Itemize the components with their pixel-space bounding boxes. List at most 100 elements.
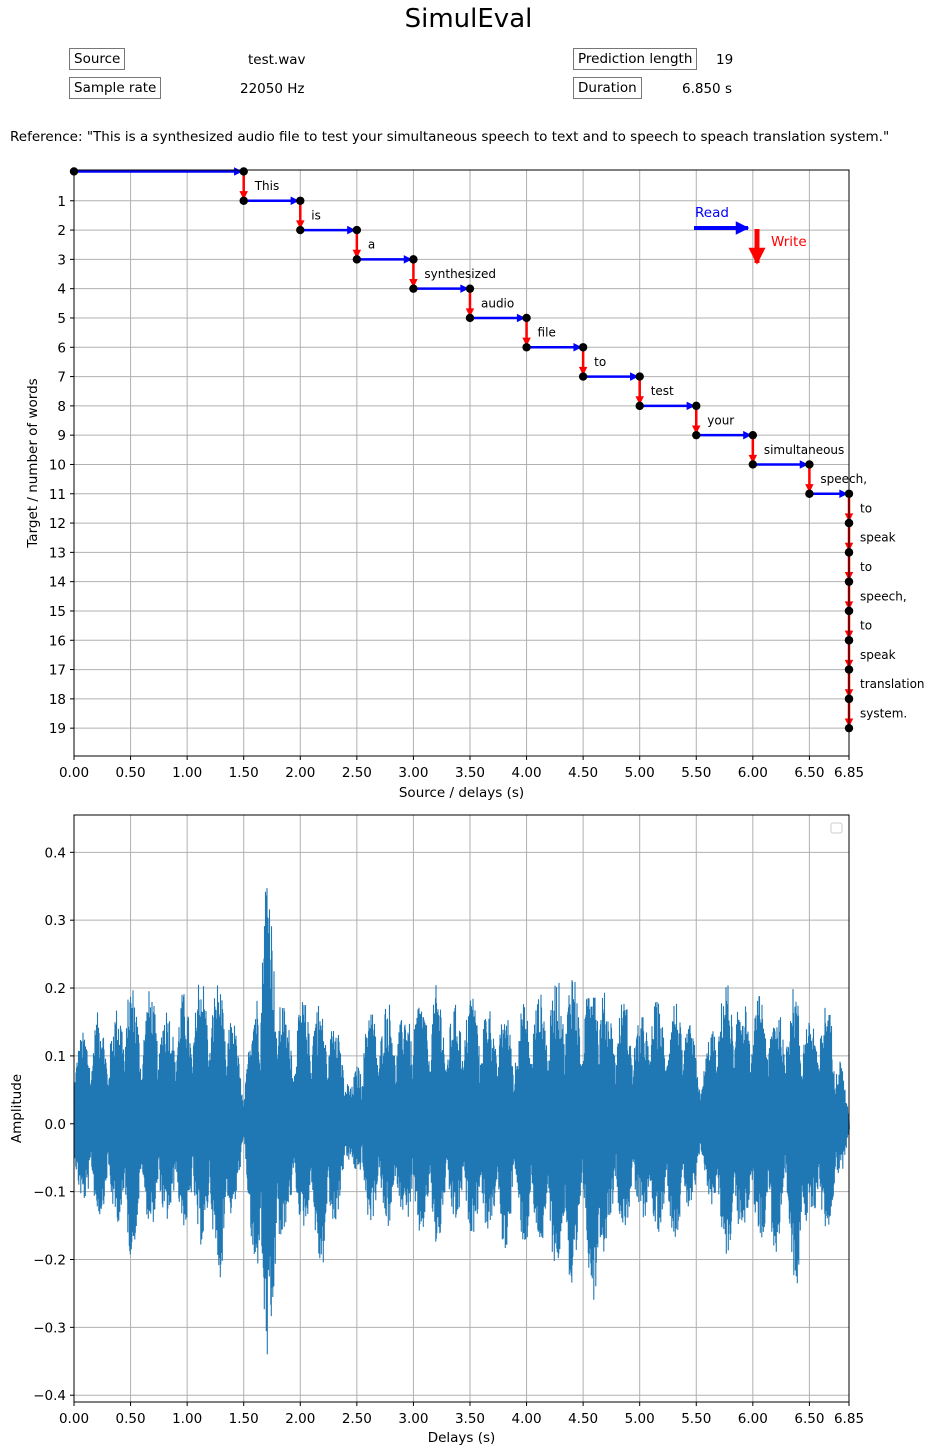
y-tick-label: 0.0 (45, 1117, 66, 1133)
word-label: This (254, 179, 280, 193)
word-label: to (860, 560, 872, 574)
x-tick-label: 2.50 (342, 765, 372, 781)
reference-text: Reference: "This is a synthesized audio … (10, 129, 890, 145)
step-point (409, 255, 418, 264)
duration-label: Duration (578, 80, 637, 96)
step-point (805, 460, 814, 469)
step-point (352, 225, 362, 235)
y-tick-label: 10 (49, 457, 66, 473)
x-tick-label: 5.00 (625, 1411, 655, 1427)
word-label: speech, (860, 589, 907, 603)
word-label: to (594, 355, 606, 369)
word-label: to (860, 501, 872, 515)
word-label: audio (481, 296, 514, 310)
word-label: your (707, 414, 734, 428)
prediction-length-value: 19 (716, 52, 734, 68)
y-tick-label: 19 (49, 721, 66, 737)
x-tick-label: 1.50 (229, 765, 259, 781)
step-point (805, 489, 814, 498)
step-point (296, 196, 305, 205)
y-tick-label: 12 (49, 516, 66, 532)
word-label: file (538, 326, 556, 340)
x-axis-label: Delays (s) (428, 1430, 496, 1446)
y-tick-label: 4 (57, 282, 66, 298)
word-label: simultaneous (764, 443, 844, 457)
sample-rate-label-box: Sample rate (69, 77, 162, 99)
empty-legend-box (830, 822, 843, 834)
step-point (465, 284, 475, 293)
y-tick-label: 0.1 (45, 1049, 66, 1065)
word-label: system. (860, 707, 907, 721)
x-tick-label: 0.00 (59, 1411, 89, 1427)
prediction-length-label: Prediction length (578, 51, 693, 67)
waveform-line (73, 888, 850, 1355)
y-tick-label: 17 (49, 663, 66, 679)
x-tick-label: 0.50 (116, 765, 146, 781)
y-tick-label: 15 (49, 604, 66, 620)
step-point (692, 430, 701, 440)
x-tick-label: 3.00 (398, 765, 428, 781)
x-tick-label: 3.50 (455, 1411, 485, 1427)
y-tick-label: −0.2 (33, 1252, 66, 1268)
x-tick-label: 5.00 (625, 765, 655, 781)
x-tick-label: 6.00 (738, 765, 768, 781)
x-tick-label: 2.00 (285, 1411, 315, 1427)
step-point (522, 313, 531, 323)
x-axis-label: Source / delays (s) (399, 785, 524, 801)
source-label: Source (74, 51, 121, 67)
y-tick-label: 0.2 (45, 981, 66, 997)
y-tick-label: 18 (49, 692, 66, 708)
step-point (409, 284, 418, 293)
plot-frame (73, 169, 850, 757)
word-label: is (311, 208, 321, 222)
y-tick-label: 3 (57, 252, 66, 268)
y-tick-label: −0.4 (33, 1388, 66, 1404)
y-tick-label: −0.1 (33, 1185, 66, 1201)
x-tick-label: 4.50 (568, 1411, 598, 1427)
prediction-length-label-box: Prediction length (573, 48, 698, 70)
word-label: translation (860, 677, 925, 691)
x-tick-label: 3.50 (455, 765, 485, 781)
word-label: a (368, 238, 375, 252)
duration-label-box: Duration (573, 77, 642, 99)
plot-frame (73, 814, 850, 1403)
step-point (296, 225, 305, 235)
y-tick-label: 11 (49, 487, 66, 503)
x-tick-label: 6.00 (738, 1411, 768, 1427)
y-tick-label: 13 (49, 545, 66, 561)
legend-write-label: Write (771, 234, 807, 250)
x-tick-label: 5.50 (681, 1411, 711, 1427)
step-point (692, 401, 701, 411)
step-point (748, 460, 758, 469)
y-tick-label: 0.4 (45, 845, 66, 861)
step-point (239, 196, 248, 205)
step-point (522, 343, 531, 352)
x-tick-label: 1.50 (229, 1411, 259, 1427)
y-tick-label: 7 (57, 370, 66, 386)
latency-chart: 0.00 0.50 1.00 1.50 2.00 2.50 3.00 3.50 4.00 4.50… (25, 167, 925, 801)
word-label: test (651, 384, 674, 398)
step-point (635, 401, 644, 411)
step-point (635, 372, 644, 381)
y-tick-label: 1 (57, 194, 66, 210)
x-tick-label: 1.00 (172, 1411, 202, 1427)
x-tick-label: 4.00 (512, 1411, 542, 1427)
legend-read-label: Read (695, 205, 729, 221)
y-axis-label: Amplitude (9, 1074, 25, 1143)
y-tick-label: 14 (49, 575, 66, 591)
x-tick-label: 6.50 (794, 765, 824, 781)
step-point (352, 255, 362, 264)
sample-rate-label: Sample rate (74, 80, 157, 96)
y-tick-label: 9 (57, 428, 66, 444)
step-point (239, 167, 248, 176)
word-label: synthesized (424, 267, 496, 281)
y-tick-label: 2 (57, 223, 66, 239)
sample-rate-value: 22050 Hz (240, 81, 305, 97)
y-axis-label: Target / number of words (25, 378, 41, 548)
word-label: to (860, 619, 872, 633)
x-tick-label: 0.00 (59, 765, 89, 781)
step-point (748, 430, 758, 440)
figure-title: SimulEval (404, 4, 533, 34)
x-tick-label: 6.85 (834, 1411, 864, 1427)
